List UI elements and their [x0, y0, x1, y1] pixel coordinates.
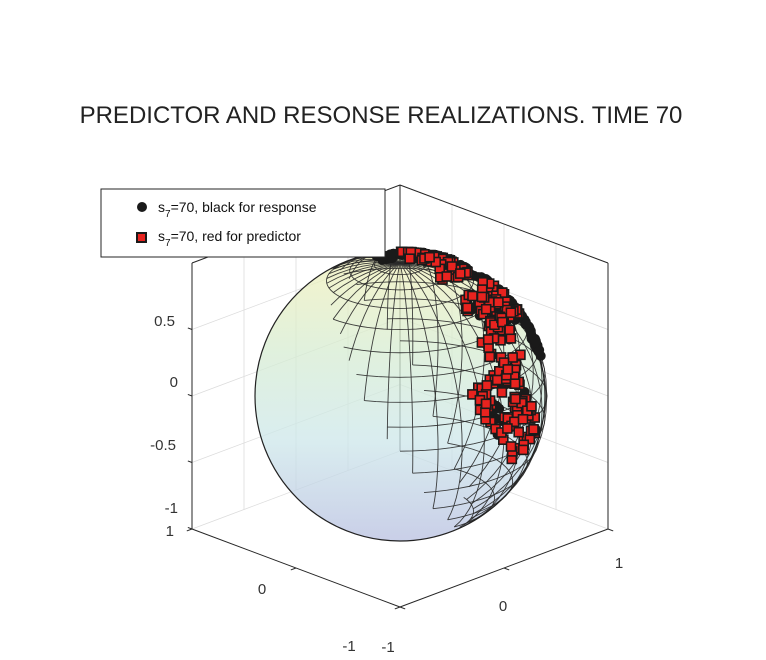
- legend-predictor-sub: 7: [165, 238, 171, 249]
- x-tick-label: 1: [615, 555, 623, 572]
- predictor-point: [461, 302, 473, 314]
- mesh-meridian: [386, 262, 401, 440]
- predictor-point: [496, 316, 508, 328]
- legend-label-response: s7=70, black for response: [158, 199, 317, 220]
- legend-marker-response: [137, 202, 147, 212]
- y-tick-label: -1: [342, 638, 355, 655]
- mesh-parallel: [399, 340, 548, 452]
- predictor-point: [481, 380, 493, 391]
- predictor-point: [424, 251, 435, 263]
- mesh-meridian: [333, 262, 401, 293]
- predictor-point: [467, 389, 478, 400]
- legend-predictor-rest: =70, red for predictor: [171, 228, 302, 244]
- predictor-point: [480, 406, 491, 418]
- predictor-point: [467, 290, 478, 302]
- y-tick-label: 0: [258, 581, 266, 598]
- response-point: [520, 319, 531, 330]
- x-tick-mark: [399, 606, 406, 610]
- z-tick-mark: [187, 327, 193, 330]
- mesh-meridian: [332, 262, 401, 320]
- mesh-meridian: [399, 262, 463, 520]
- predictor-point: [446, 261, 458, 272]
- predictor-point: [517, 413, 529, 425]
- mesh-meridian: [330, 262, 401, 306]
- x-tick-label: 0: [499, 598, 507, 615]
- predictor-point: [441, 271, 453, 282]
- predictor-point: [502, 423, 513, 434]
- predictor-point: [526, 400, 537, 412]
- response-point: [530, 335, 541, 346]
- legend-marker-predictor: [136, 232, 147, 243]
- y-tick-mark: [290, 567, 297, 571]
- legend-box: [100, 188, 386, 258]
- legend: s7=70, black for response s7=70, red for…: [100, 188, 386, 258]
- legend-response-rest: =70, black for response: [171, 199, 317, 215]
- mesh-meridian: [326, 262, 401, 284]
- mesh-parallel: [447, 442, 514, 521]
- z-axis-ticks: 0.5 0 -0.5 -1: [150, 313, 178, 517]
- response-point: [533, 346, 544, 357]
- y-tick-mark: [394, 606, 401, 610]
- z-tick-label: 0: [170, 374, 178, 391]
- box-edge: [399, 184, 609, 264]
- y-tick-label: 1: [166, 523, 174, 540]
- predictor-point: [404, 253, 416, 264]
- predictor-point: [507, 352, 518, 363]
- x-tick-label: -1: [381, 639, 394, 656]
- predictor-point: [476, 291, 488, 303]
- predictor-point: [484, 351, 496, 363]
- z-tick-label: -1: [165, 500, 178, 517]
- predictor-series: [395, 246, 541, 465]
- chart-title: PREDICTOR AND RESONSE REALIZATIONS. TIME…: [80, 102, 683, 129]
- z-tick-label: -0.5: [150, 437, 176, 454]
- z-tick-mark: [187, 460, 193, 463]
- z-tick-mark: [187, 393, 193, 397]
- response-point: [386, 249, 397, 260]
- x-tick-mark: [607, 528, 614, 532]
- predictor-point: [504, 324, 515, 336]
- predictor-point: [480, 303, 492, 315]
- data-points: [371, 246, 546, 465]
- mesh-meridian: [328, 262, 401, 289]
- predictor-point: [493, 296, 504, 308]
- legend-label-predictor: s7=70, red for predictor: [158, 228, 301, 249]
- sphere-fill: [255, 251, 545, 541]
- z-tick-label: 0.5: [154, 313, 175, 330]
- predictor-point: [505, 333, 517, 344]
- y-tick-mark: [186, 528, 193, 532]
- x-tick-mark: [503, 567, 510, 571]
- legend-response-sub: 7: [165, 209, 171, 220]
- mesh-meridian: [339, 262, 401, 335]
- predictor-point: [454, 268, 466, 279]
- predictor-point: [509, 378, 521, 390]
- predictor-point: [505, 441, 517, 452]
- predictor-point: [480, 398, 492, 410]
- mesh-meridian: [399, 262, 414, 474]
- y-axis-ticks: 1 0 -1: [166, 523, 356, 655]
- predictor-point: [513, 426, 525, 438]
- predictor-point: [491, 374, 503, 386]
- mesh-meridian: [399, 262, 439, 509]
- predictor-point: [528, 423, 539, 435]
- predictor-point: [502, 364, 514, 375]
- predictor-point: [505, 307, 517, 319]
- predictor-point: [496, 387, 508, 398]
- predictor-point: [510, 393, 521, 405]
- predictor-point: [482, 334, 494, 345]
- mesh-meridian: [363, 262, 401, 401]
- z-tick-mark: [187, 526, 193, 530]
- x-axis-ticks: -1 0 1: [381, 555, 623, 656]
- legend-predictor-s: s: [158, 228, 165, 244]
- legend-response-s: s: [158, 199, 165, 215]
- predictor-point: [517, 444, 529, 456]
- mesh-parallel: [432, 415, 528, 510]
